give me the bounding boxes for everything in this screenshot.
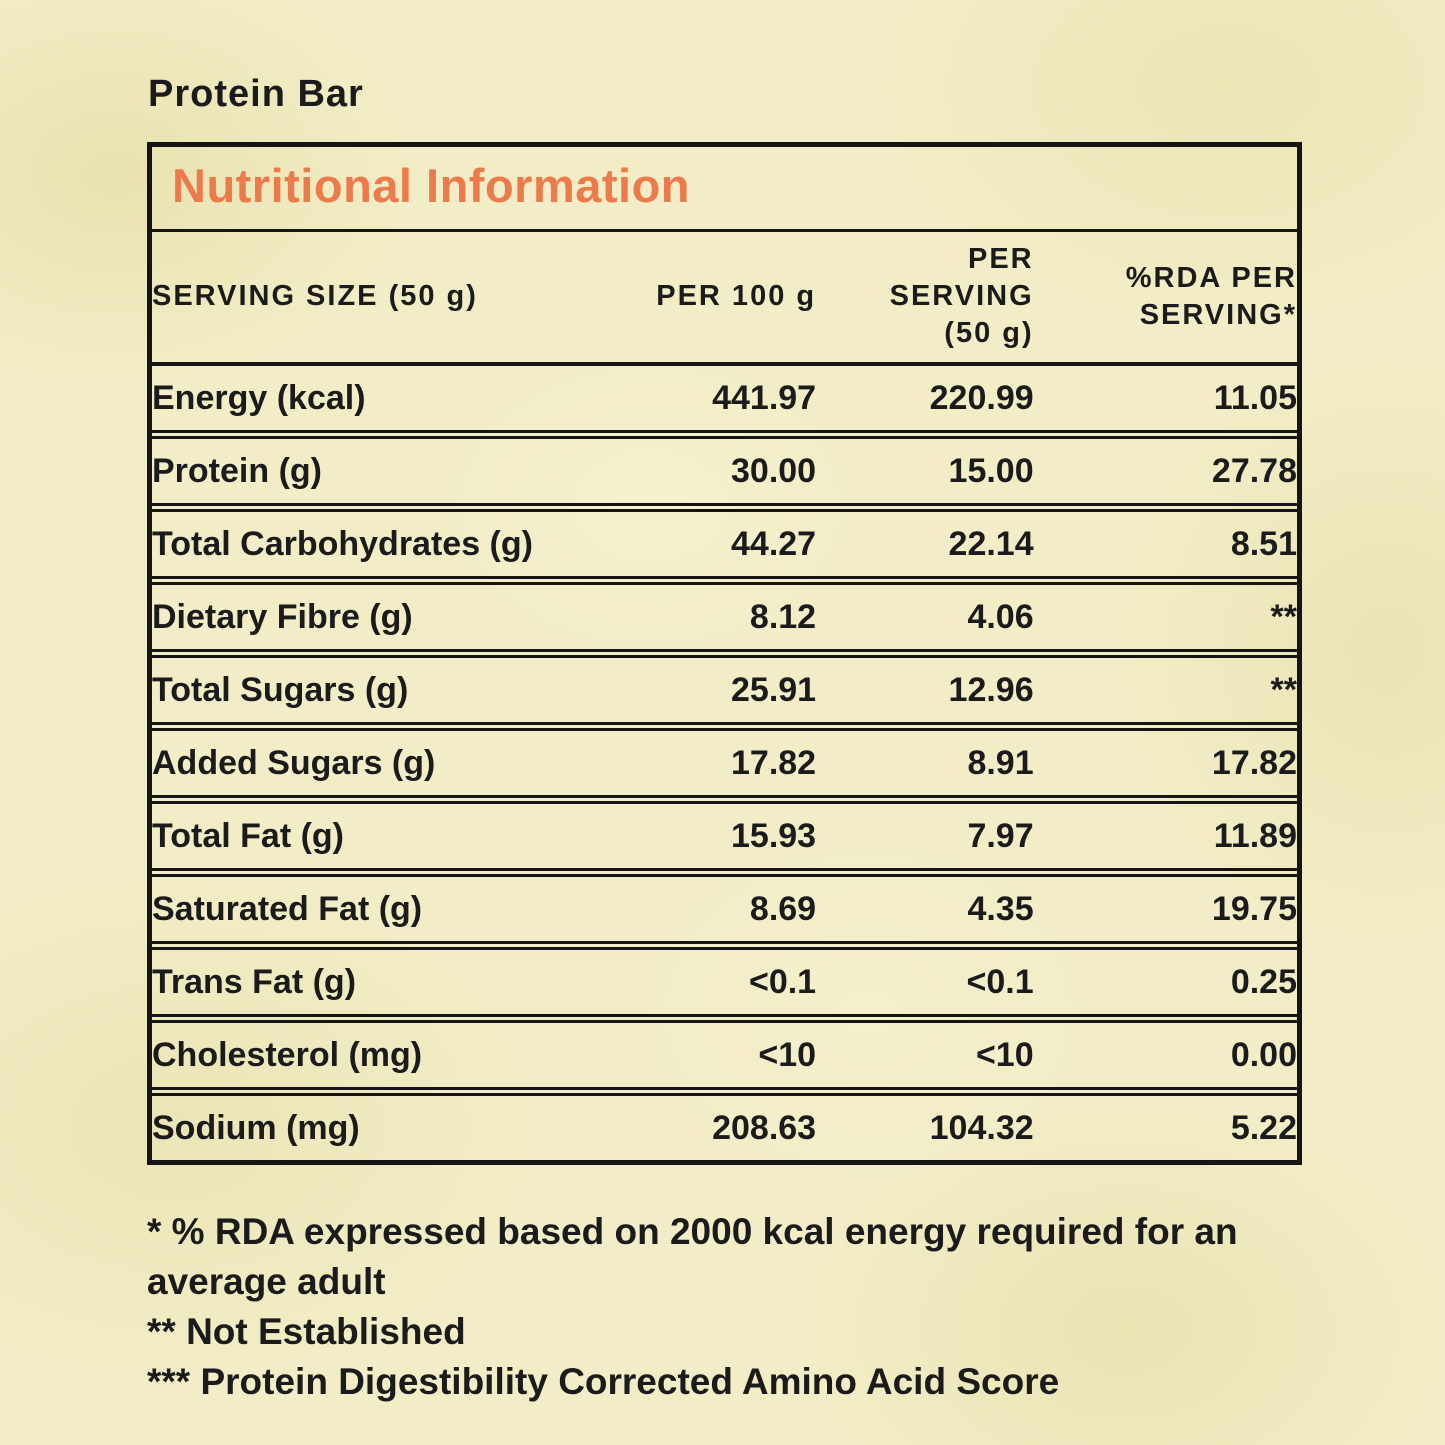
nutrient-label: Added Sugars (g) — [152, 722, 628, 800]
per-serving-value: 220.99 — [929, 379, 1034, 417]
per-100g-value: <0.1 — [627, 941, 817, 1019]
column-header-per-serving-line1: PER — [968, 243, 1034, 275]
footnote-rda: * % RDA expressed based on 2000 kcal ene… — [147, 1211, 1238, 1302]
nutrient-label: Protein (g) — [152, 430, 628, 508]
rda-value: ** — [1033, 576, 1297, 654]
per-100g-value: 15.93 — [627, 795, 817, 873]
rda-value: 27.78 — [1033, 430, 1297, 508]
per-100g-value: 25.91 — [627, 649, 817, 727]
per-100g-value: 208.63 — [627, 1087, 817, 1160]
table-body: Energy (kcal) 441.97 220.99 11.05 Protei… — [152, 364, 1297, 1160]
per-100g-value: 44.27 — [627, 503, 817, 581]
table-row-total-carbohydrates: Total Carbohydrates (g) 44.27 22.14 8.51 — [152, 503, 1297, 581]
table-row-saturated-fat: Saturated Fat (g) 8.69 4.35 19.75 — [152, 868, 1297, 946]
per-serving-value: <10 — [816, 1014, 1034, 1092]
nutrient-label: Total Carbohydrates (g) — [152, 503, 628, 581]
footnote-pdcaas: *** Protein Digestibility Corrected Amin… — [147, 1361, 1060, 1402]
rda-value: 17.82 — [1033, 722, 1297, 800]
nutrient-label: Cholesterol (mg) — [152, 1014, 628, 1092]
rda-value: 0.25 — [1033, 941, 1297, 1019]
rda-value: 5.22 — [1033, 1087, 1297, 1160]
column-header-per-serving-line3: (50 g) — [944, 317, 1034, 349]
rda-value: ** — [1033, 649, 1297, 727]
column-header-serving-size: SERVING SIZE (50 g) — [152, 232, 628, 366]
per-serving-value: 22.14 — [816, 503, 1034, 581]
column-header-rda-line1: %RDA PER — [1125, 261, 1297, 294]
table-row-protein: Protein (g) 30.00 15.00 27.78 — [152, 430, 1297, 508]
per-serving-value: 12.96 — [816, 649, 1034, 727]
table-row-trans-fat: Trans Fat (g) <0.1 <0.1 0.25 — [152, 941, 1297, 1019]
column-header-per-serving: PER SERVING (50 g) — [816, 232, 1034, 366]
nutrient-label: Saturated Fat (g) — [152, 868, 628, 946]
per-100g-value: <10 — [627, 1014, 817, 1092]
column-header-rda: %RDA PER SERVING* — [1033, 232, 1297, 366]
table-row-dietary-fibre: Dietary Fibre (g) 8.12 4.06 ** — [152, 576, 1297, 654]
page-title: Protein Bar — [148, 73, 364, 115]
nutrition-facts-table: SERVING SIZE (50 g) PER 100 g PER SERVIN… — [152, 232, 1297, 1160]
header-row: SERVING SIZE (50 g) PER 100 g PER SERVIN… — [152, 232, 1297, 366]
nutrient-label: Total Sugars (g) — [152, 649, 628, 727]
column-header-rda-line2: SERVING* — [1139, 298, 1297, 331]
per-100g-value: 441.97 — [712, 379, 817, 417]
per-serving-value: 4.06 — [816, 576, 1034, 654]
per-serving-value: 4.35 — [816, 868, 1034, 946]
table-row-cholesterol: Cholesterol (mg) <10 <10 0.00 — [152, 1014, 1297, 1092]
rda-value: 0.00 — [1033, 1014, 1297, 1092]
per-serving-value: 104.32 — [816, 1087, 1034, 1160]
per-100g-value: 30.00 — [627, 430, 817, 508]
table-row-added-sugars: Added Sugars (g) 17.82 8.91 17.82 — [152, 722, 1297, 800]
per-serving-value: 7.97 — [816, 795, 1034, 873]
rda-value: 11.05 — [1213, 379, 1297, 417]
rda-value: 8.51 — [1033, 503, 1297, 581]
table-row-sodium: Sodium (mg) 208.63 104.32 5.22 — [152, 1087, 1297, 1160]
per-100g-value: 17.82 — [627, 722, 817, 800]
nutrient-label: Trans Fat (g) — [152, 941, 628, 1019]
nutrient-label: Total Fat (g) — [152, 795, 628, 873]
table-row-total-sugars: Total Sugars (g) 25.91 12.96 ** — [152, 649, 1297, 727]
table-title-row: Nutritional Information — [152, 147, 1297, 232]
nutrient-label: Sodium (mg) — [152, 1087, 628, 1160]
nutrient-label: Energy (kcal) — [152, 379, 366, 417]
footnotes: * % RDA expressed based on 2000 kcal ene… — [147, 1207, 1307, 1407]
per-serving-value: 8.91 — [816, 722, 1034, 800]
per-serving-value: 15.00 — [816, 430, 1034, 508]
nutrition-table: Nutritional Information SERVING SIZE (50… — [147, 142, 1302, 1165]
rda-value: 11.89 — [1033, 795, 1297, 873]
table-row-total-fat: Total Fat (g) 15.93 7.97 11.89 — [152, 795, 1297, 873]
table-row-energy: Energy (kcal) 441.97 220.99 11.05 — [152, 364, 1297, 435]
per-serving-value: <0.1 — [816, 941, 1034, 1019]
table-title: Nutritional Information — [172, 159, 691, 212]
per-100g-value: 8.12 — [627, 576, 817, 654]
column-header-per-100g: PER 100 g — [627, 232, 817, 366]
per-100g-value: 8.69 — [627, 868, 817, 946]
table-header: SERVING SIZE (50 g) PER 100 g PER SERVIN… — [152, 232, 1297, 366]
footnote-not-established: ** Not Established — [147, 1311, 466, 1352]
nutrient-label: Dietary Fibre (g) — [152, 576, 628, 654]
column-header-per-serving-line2: SERVING — [889, 280, 1034, 312]
rda-value: 19.75 — [1033, 868, 1297, 946]
